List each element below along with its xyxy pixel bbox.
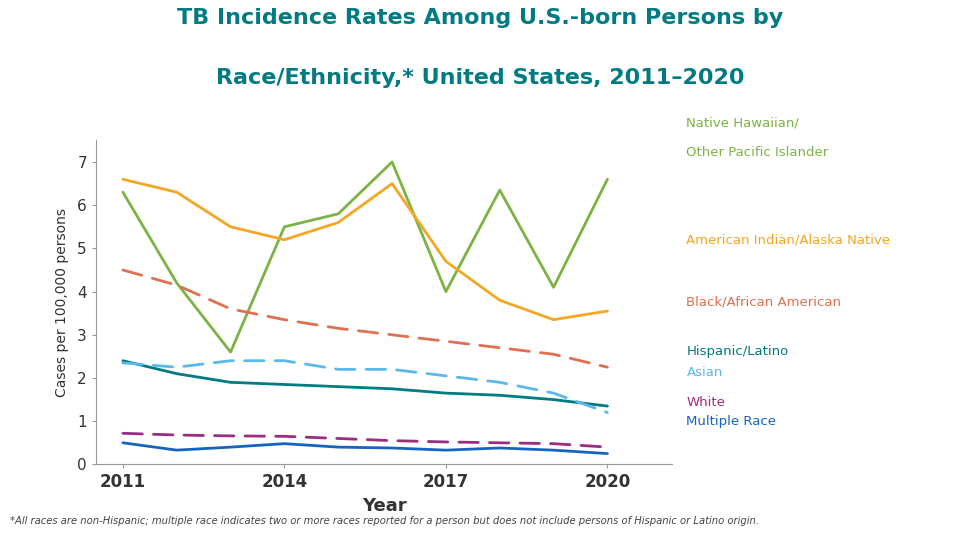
Text: Native Hawaiian/: Native Hawaiian/ [686,116,800,129]
Text: Hispanic/Latino: Hispanic/Latino [686,345,789,357]
Text: Multiple Race: Multiple Race [686,415,777,428]
Text: Asian: Asian [686,366,723,379]
Text: Race/Ethnicity,* United States, 2011–2020: Race/Ethnicity,* United States, 2011–202… [216,68,744,87]
Y-axis label: Cases per 100,000 persons: Cases per 100,000 persons [55,208,69,397]
X-axis label: Year: Year [362,497,406,515]
Text: Black/African American: Black/African American [686,296,841,309]
Text: American Indian/Alaska Native: American Indian/Alaska Native [686,234,891,247]
Text: White: White [686,396,725,409]
Text: TB Incidence Rates Among U.S.-born Persons by: TB Incidence Rates Among U.S.-born Perso… [177,8,783,28]
Text: Other Pacific Islander: Other Pacific Islander [686,146,828,159]
Text: *All races are non-Hispanic; multiple race indicates two or more races reported : *All races are non-Hispanic; multiple ra… [10,516,758,526]
